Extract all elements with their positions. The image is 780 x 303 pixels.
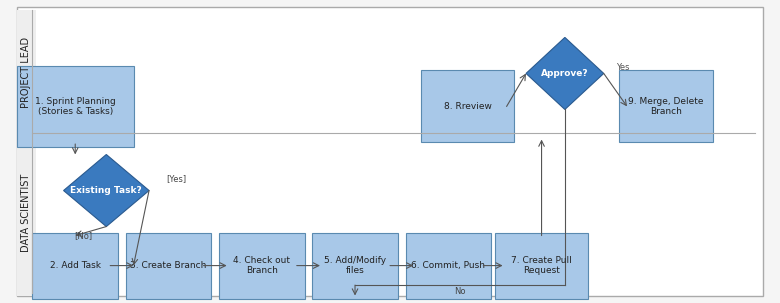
Text: 1. Sprint Planning
(Stories & Tasks): 1. Sprint Planning (Stories & Tasks) (35, 97, 115, 116)
Text: 5. Add/Modify
files: 5. Add/Modify files (324, 256, 386, 275)
Text: 3. Create Branch: 3. Create Branch (130, 261, 207, 270)
FancyBboxPatch shape (126, 233, 211, 299)
FancyBboxPatch shape (312, 233, 398, 299)
Polygon shape (63, 155, 149, 227)
FancyBboxPatch shape (406, 233, 491, 299)
FancyBboxPatch shape (495, 233, 588, 299)
Text: 7. Create Pull
Request: 7. Create Pull Request (511, 256, 572, 275)
Text: Approve?: Approve? (541, 69, 589, 78)
FancyBboxPatch shape (421, 70, 514, 142)
Text: Yes: Yes (616, 63, 630, 72)
FancyBboxPatch shape (17, 10, 37, 296)
FancyBboxPatch shape (17, 7, 763, 296)
FancyBboxPatch shape (33, 233, 118, 299)
Text: 8. Rreview: 8. Rreview (444, 102, 491, 111)
Text: No: No (454, 287, 466, 296)
Text: [No]: [No] (74, 231, 92, 240)
Text: Existing Task?: Existing Task? (70, 186, 142, 195)
Text: [Yes]: [Yes] (166, 174, 186, 183)
Text: 4. Check out
Branch: 4. Check out Branch (233, 256, 290, 275)
Text: 6. Commit, Push: 6. Commit, Push (411, 261, 485, 270)
Polygon shape (526, 37, 604, 109)
FancyBboxPatch shape (17, 66, 133, 147)
FancyBboxPatch shape (219, 233, 304, 299)
FancyBboxPatch shape (619, 70, 713, 142)
Text: 9. Merge, Delete
Branch: 9. Merge, Delete Branch (628, 97, 704, 116)
Text: PROJECT LEAD: PROJECT LEAD (21, 36, 31, 108)
Text: DATA SCIENTIST: DATA SCIENTIST (21, 174, 31, 252)
Text: 2. Add Task: 2. Add Task (50, 261, 101, 270)
